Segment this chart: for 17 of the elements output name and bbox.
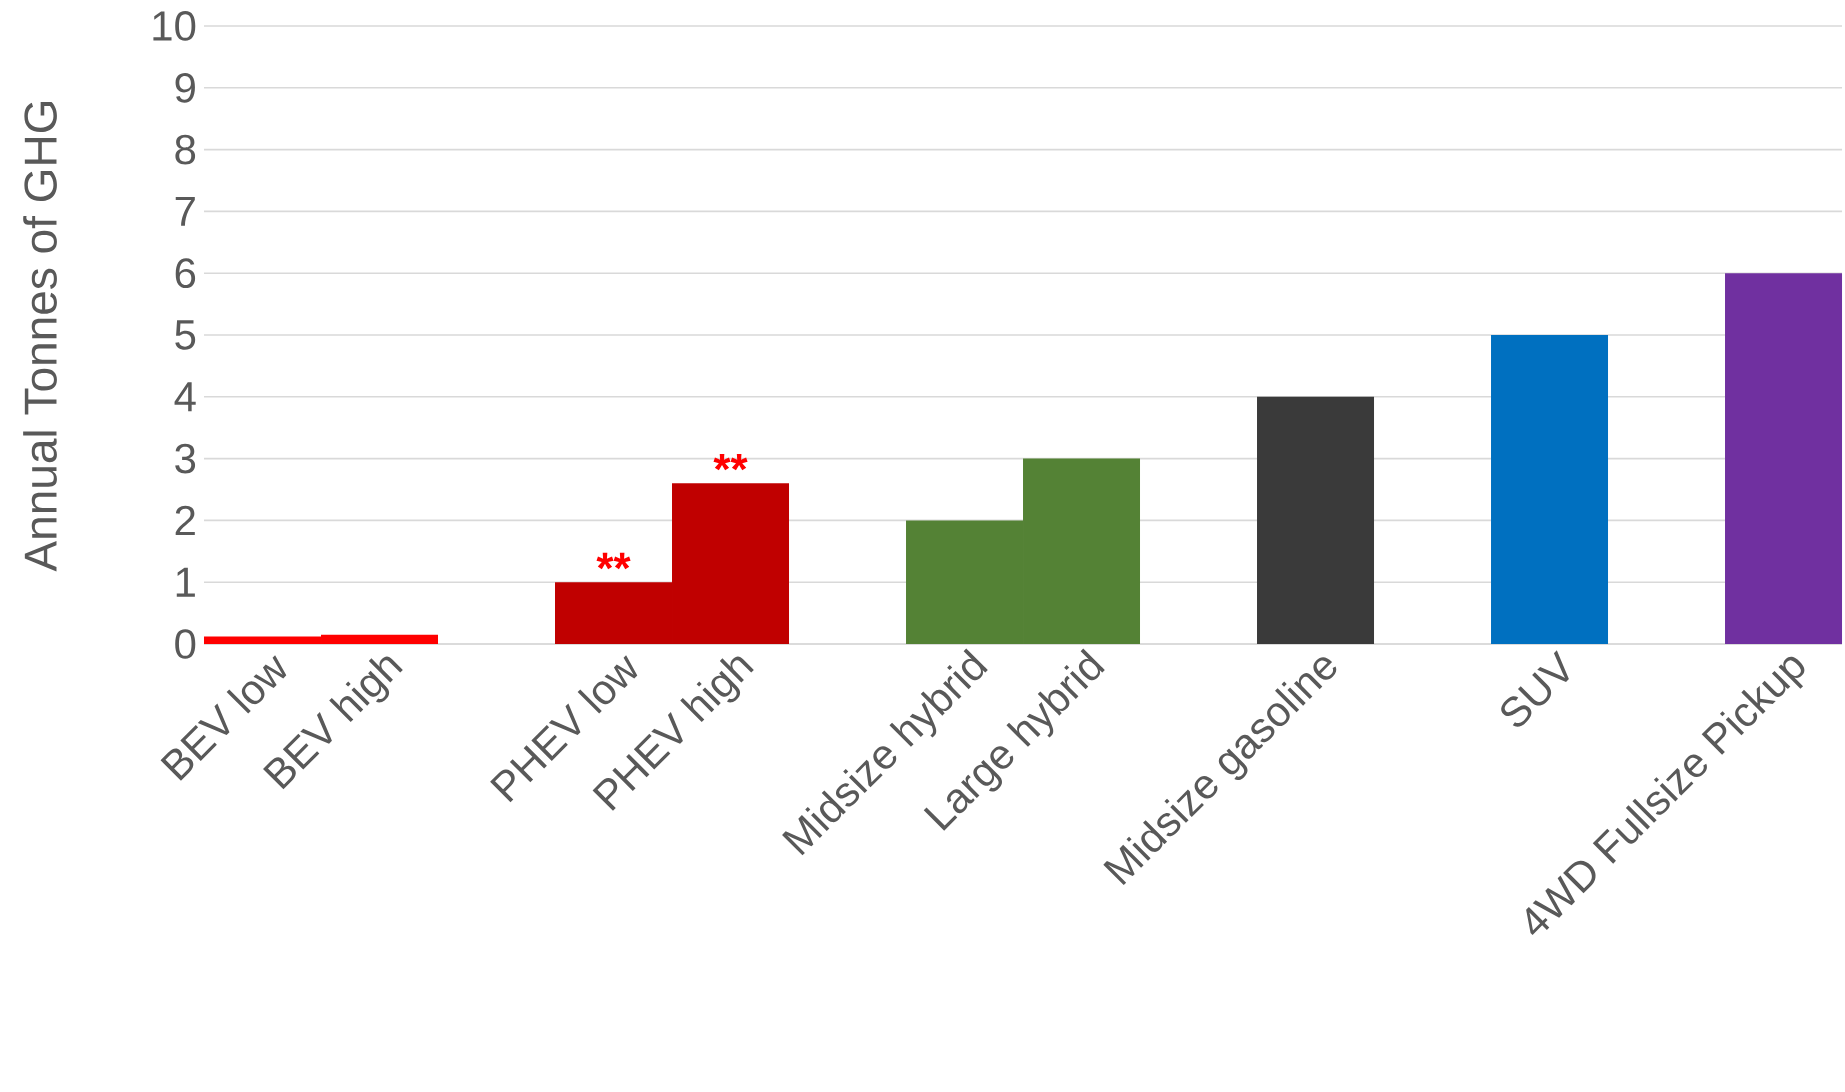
y-tick-label: 6 bbox=[175, 258, 196, 289]
y-tick-label: 9 bbox=[175, 72, 195, 103]
annotation: ** bbox=[713, 453, 748, 471]
y-tick-label: 1 bbox=[176, 567, 195, 597]
y-tick-label: 0 bbox=[175, 629, 196, 659]
y-tick-label: 8 bbox=[175, 134, 196, 165]
y-tick-label: 5 bbox=[175, 320, 196, 350]
bar bbox=[1725, 273, 1843, 644]
bar bbox=[1257, 396, 1375, 644]
bar bbox=[1491, 334, 1609, 644]
y-tick-label: 3 bbox=[175, 443, 196, 474]
y-tick-label: 4 bbox=[174, 382, 196, 412]
y-axis-title: Annual Tonnes of GHG bbox=[23, 102, 57, 572]
y-tick-label: 10 bbox=[153, 11, 196, 41]
annotation: ** bbox=[596, 552, 631, 570]
y-tick-label: 7 bbox=[175, 196, 195, 226]
y-tick-label: 2 bbox=[175, 505, 195, 536]
